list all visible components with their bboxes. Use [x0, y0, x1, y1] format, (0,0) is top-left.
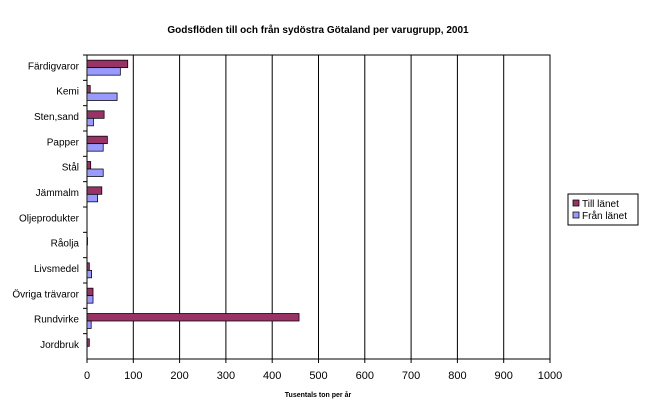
- x-tick-label: 1000: [538, 370, 562, 382]
- bar-fran-lanet: [86, 320, 92, 329]
- x-tick-label: 0: [84, 370, 90, 382]
- bar-till-lanet: [86, 161, 92, 170]
- bar-till-lanet: [86, 237, 88, 246]
- category-label: Papper: [47, 137, 80, 148]
- legend-swatch: [572, 211, 580, 219]
- bar-till-lanet: [86, 186, 103, 195]
- legend-swatch: [572, 199, 580, 207]
- category-label: Kemi: [56, 87, 79, 98]
- bar-till-lanet: [86, 59, 129, 69]
- bar-fran-lanet: [86, 143, 104, 152]
- category-label: Oljeprodukter: [19, 213, 80, 224]
- x-tick-label: 700: [402, 370, 420, 382]
- x-tick-label: 800: [448, 370, 466, 382]
- category-label: Jämmalm: [36, 188, 79, 199]
- category-label: Jordbruk: [40, 340, 80, 351]
- x-tick-label: 500: [309, 370, 327, 382]
- category-labels: Färdigvaror Kemi Sten,sand Papper Stål Jämmal…: [12, 54, 87, 351]
- bar-fran-lanet: [86, 117, 94, 127]
- bar-till-lanet: [86, 110, 105, 119]
- legend-label: Från länet: [582, 210, 627, 222]
- x-ticks: 0 100 200 300 400 500 600 700 800 900 1000: [84, 359, 562, 382]
- bar-till-lanet: [86, 313, 300, 322]
- x-tick-label: 300: [217, 370, 235, 382]
- bar-till-lanet: [86, 135, 108, 145]
- bar-fran-lanet: [86, 269, 93, 279]
- bar-fran-lanet: [86, 295, 94, 304]
- grid: [132, 55, 505, 359]
- category-label: Råolja: [51, 238, 80, 250]
- bar-till-lanet: [86, 85, 91, 94]
- category-label: Rundvirke: [34, 315, 79, 326]
- bar-fran-lanet: [86, 92, 118, 101]
- x-axis-title: Tusentals ton per år: [285, 391, 352, 399]
- x-tick-label: 200: [170, 370, 188, 382]
- legend-box: [567, 193, 639, 226]
- bar-till-lanet: [86, 287, 94, 297]
- bar-till-lanet: [86, 262, 90, 271]
- x-tick-label: 100: [124, 370, 142, 382]
- bars: [86, 59, 300, 347]
- bar-fran-lanet: [86, 193, 99, 203]
- category-label: Stål: [62, 162, 79, 174]
- category-label: Livsmedel: [34, 264, 79, 275]
- x-tick-label: 600: [356, 370, 374, 382]
- bar-till-lanet: [86, 338, 90, 347]
- category-label: Sten,sand: [34, 112, 79, 123]
- x-tick-label: 900: [495, 370, 513, 382]
- bar-fran-lanet: [86, 168, 104, 177]
- bar-fran-lanet: [86, 67, 121, 76]
- x-tick-label: 400: [263, 370, 281, 382]
- category-label: Övriga trävaror: [12, 288, 79, 300]
- chart-title: Godsflöden till och från sydöstra Götala…: [167, 24, 469, 36]
- category-label: Färdigvaror: [28, 61, 80, 72]
- legend-label: Till länet: [582, 199, 619, 210]
